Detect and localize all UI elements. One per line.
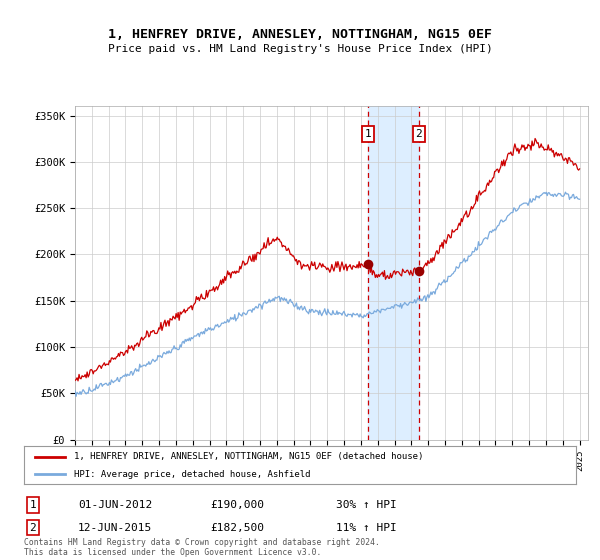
- Text: 2: 2: [415, 129, 422, 139]
- Text: 12-JUN-2015: 12-JUN-2015: [78, 522, 152, 533]
- Bar: [368, 106, 419, 440]
- Text: 01-JUN-2012: 01-JUN-2012: [78, 500, 152, 510]
- Text: 11% ↑ HPI: 11% ↑ HPI: [336, 522, 397, 533]
- Text: £182,500: £182,500: [210, 522, 264, 533]
- Text: 2: 2: [29, 522, 37, 533]
- Text: 1, HENFREY DRIVE, ANNESLEY, NOTTINGHAM, NG15 0EF (detached house): 1, HENFREY DRIVE, ANNESLEY, NOTTINGHAM, …: [74, 452, 423, 461]
- Text: 1, HENFREY DRIVE, ANNESLEY, NOTTINGHAM, NG15 0EF: 1, HENFREY DRIVE, ANNESLEY, NOTTINGHAM, …: [108, 28, 492, 41]
- Text: 30% ↑ HPI: 30% ↑ HPI: [336, 500, 397, 510]
- Text: Contains HM Land Registry data © Crown copyright and database right 2024.
This d: Contains HM Land Registry data © Crown c…: [24, 538, 380, 557]
- Text: 1: 1: [365, 129, 371, 139]
- Text: Price paid vs. HM Land Registry's House Price Index (HPI): Price paid vs. HM Land Registry's House …: [107, 44, 493, 54]
- Text: 1: 1: [29, 500, 37, 510]
- Text: HPI: Average price, detached house, Ashfield: HPI: Average price, detached house, Ashf…: [74, 470, 310, 479]
- Text: £190,000: £190,000: [210, 500, 264, 510]
